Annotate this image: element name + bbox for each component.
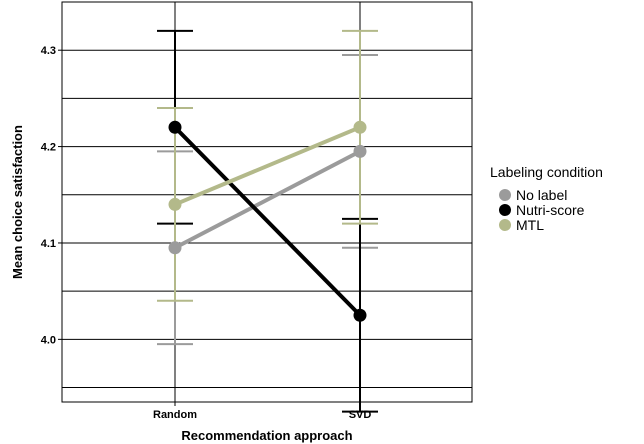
series-lines [173, 125, 362, 318]
data-point [168, 120, 182, 134]
data-point [168, 197, 182, 211]
y-tick-label: 4.3 [41, 45, 56, 57]
y-tick-label: 4.0 [41, 334, 56, 346]
x-tick-label: Random [153, 409, 197, 421]
legend-marker [499, 219, 511, 231]
data-point [353, 308, 367, 322]
error-bars [157, 29, 378, 413]
legend-label: MTL [516, 217, 544, 233]
series-line [173, 125, 362, 318]
legend-marker [499, 189, 511, 201]
y-ticks: 4.0 4.1 4.2 4.3 [41, 45, 62, 346]
y-tick-label: 4.2 [41, 142, 56, 154]
plot-area: 4.0 4.1 4.2 4.3 Random SVD [41, 1, 473, 421]
data-point [353, 120, 367, 134]
y-axis-title: Mean choice satisfaction [10, 125, 25, 279]
legend-label: No label [516, 187, 567, 203]
data-point [353, 144, 367, 158]
x-ticks: Random SVD [153, 402, 371, 421]
legend: Labeling condition No labelNutri-scoreMT… [490, 164, 603, 233]
x-axis-title: Recommendation approach [181, 428, 352, 443]
legend-marker [499, 204, 511, 216]
legend-label: Nutri-score [516, 202, 585, 218]
legend-title: Labeling condition [490, 164, 603, 180]
data-point [168, 241, 182, 255]
series-points [168, 120, 367, 322]
series-line [173, 149, 362, 250]
series-line [173, 125, 362, 207]
y-tick-label: 4.1 [41, 238, 56, 250]
gridlines [62, 49, 472, 389]
